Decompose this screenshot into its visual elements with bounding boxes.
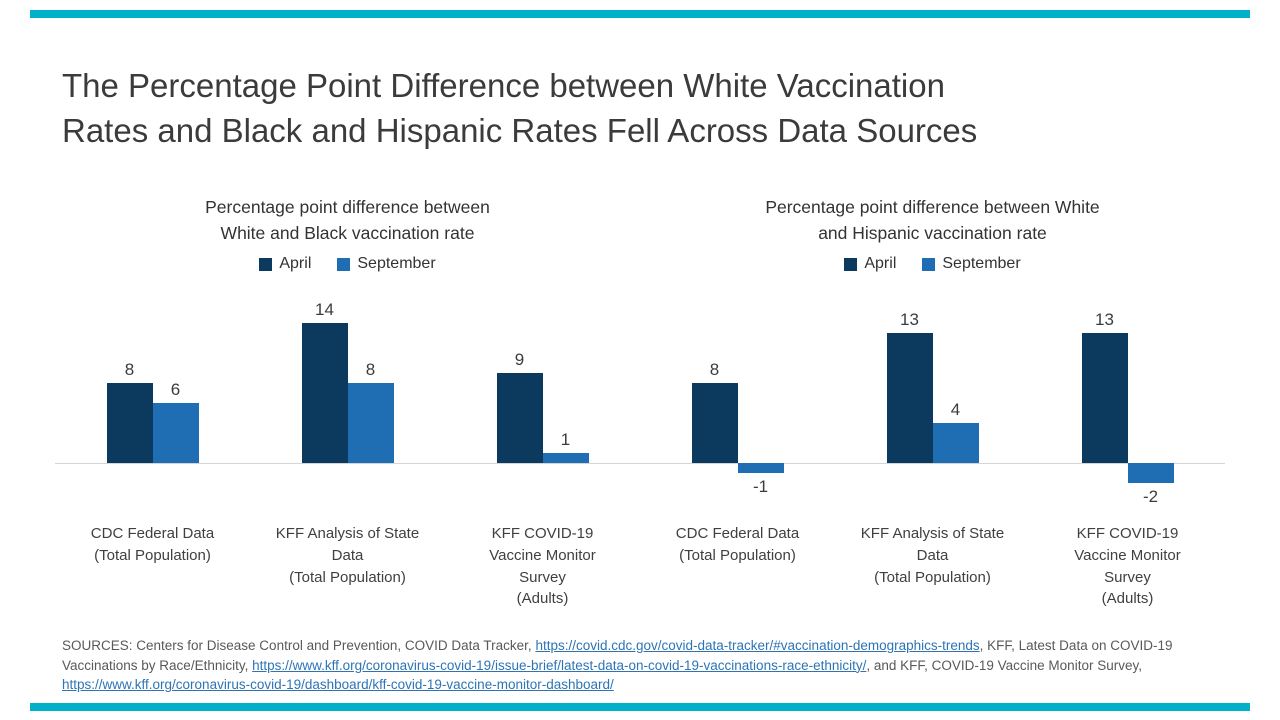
category-labels: CDC Federal Data (Total Population) KFF A…: [55, 523, 640, 610]
legend: April September: [844, 255, 1021, 273]
bar-group: 14 8: [301, 283, 394, 523]
bar-column: 6: [152, 283, 199, 523]
bar-column: 13: [886, 283, 933, 523]
bar-value-label: 6: [170, 380, 181, 399]
chart-white-hispanic: Percentage point difference between Whit…: [640, 194, 1225, 610]
bar-column: 1: [542, 283, 589, 523]
bar-value-label: 8: [709, 360, 720, 379]
chart-white-black: Percentage point difference between Whit…: [55, 194, 640, 610]
category-label: CDC Federal Data (Total Population): [675, 525, 800, 564]
source-text-segment: , KFF, Latest Data on COVID-19 Vaccinati…: [62, 638, 1173, 673]
bottom-accent-bar: [30, 703, 1250, 711]
bar-september: [152, 403, 199, 463]
bar-september: [932, 423, 979, 463]
axis-line: [55, 463, 640, 464]
bar-april: [1081, 333, 1128, 463]
axis-line: [640, 463, 1225, 464]
bar-september: [1127, 463, 1174, 483]
bar-column: -2: [1127, 283, 1174, 523]
legend: April September: [259, 255, 436, 273]
bar-group: 13 -2: [1081, 283, 1174, 523]
bar-value-label: 13: [900, 310, 919, 329]
bar-april: [301, 323, 348, 463]
legend-label-september: September: [357, 255, 436, 272]
legend-swatch-april-icon: [259, 257, 273, 271]
bar-column: 14: [301, 283, 348, 523]
chart-title: Percentage point difference between Whit…: [765, 197, 1100, 244]
bar-group: 8 -1: [691, 283, 784, 523]
bar-april: [496, 373, 543, 463]
charts-row: Percentage point difference between Whit…: [55, 194, 1225, 610]
legend-label-september: September: [942, 255, 1021, 272]
bar-value-label: 1: [560, 430, 571, 449]
bar-value-label: 9: [514, 350, 525, 369]
top-accent-bar: [30, 10, 1250, 18]
source-text-segment: , and KFF, COVID-19 Vaccine Monitor Surv…: [866, 657, 1142, 673]
legend-item-april: April: [259, 255, 311, 273]
bar-value-label: 14: [315, 300, 334, 319]
bar-september: [737, 463, 784, 473]
bar-column: -1: [737, 283, 784, 523]
bar-value-label: 13: [1095, 310, 1114, 329]
category-label: CDC Federal Data (Total Population): [90, 525, 215, 564]
bar-september: [542, 453, 589, 463]
source-link[interactable]: https://www.kff.org/coronavirus-covid-19…: [252, 657, 867, 673]
bar-column: 8: [106, 283, 153, 523]
legend-item-september: September: [922, 255, 1021, 273]
legend-item-september: September: [337, 255, 436, 273]
bar-value-label: 8: [365, 360, 376, 379]
category-label: KFF COVID-19 Vaccine Monitor Survey (Adu…: [1074, 525, 1181, 608]
slide-title: The Percentage Point Difference between …: [62, 67, 978, 149]
bar-column: 8: [347, 283, 394, 523]
bar-value-label: 8: [124, 360, 135, 379]
legend-item-april: April: [844, 255, 896, 273]
bar-value-label: -1: [752, 477, 769, 496]
category-label: KFF Analysis of State Data (Total Popula…: [275, 525, 420, 586]
source-link[interactable]: https://covid.cdc.gov/covid-data-tracker…: [535, 638, 980, 653]
bar-april: [886, 333, 933, 463]
bar-column: 8: [691, 283, 738, 523]
bar-april: [691, 383, 738, 463]
plot-area: 8 6 14 8 9 1: [55, 283, 640, 523]
bar-column: 13: [1081, 283, 1128, 523]
category-label: KFF Analysis of State Data (Total Popula…: [860, 525, 1005, 586]
source-link[interactable]: https://www.kff.org/coronavirus-covid-19…: [62, 677, 614, 693]
legend-label-april: April: [864, 255, 897, 272]
bar-column: 4: [932, 283, 979, 523]
category-labels: CDC Federal Data (Total Population) KFF A…: [640, 523, 1225, 610]
bar-april: [106, 383, 153, 463]
bar-column: 9: [496, 283, 543, 523]
bar-value-label: -2: [1142, 487, 1159, 506]
sources-text: SOURCES: Centers for Disease Control and…: [62, 636, 1222, 695]
plot-area: 8 -1 13 4 13 -2: [640, 283, 1225, 523]
bar-september: [347, 383, 394, 463]
legend-swatch-april-icon: [844, 257, 858, 271]
legend-swatch-september-icon: [337, 257, 351, 271]
source-text-segment: SOURCES: Centers for Disease Control and…: [62, 638, 536, 653]
bar-group: 13 4: [886, 283, 979, 523]
legend-label-april: April: [279, 255, 312, 272]
legend-swatch-september-icon: [922, 257, 936, 271]
category-label: KFF COVID-19 Vaccine Monitor Survey (Adu…: [489, 525, 596, 608]
chart-title: Percentage point difference between Whit…: [205, 197, 490, 244]
bar-value-label: 4: [950, 400, 961, 419]
